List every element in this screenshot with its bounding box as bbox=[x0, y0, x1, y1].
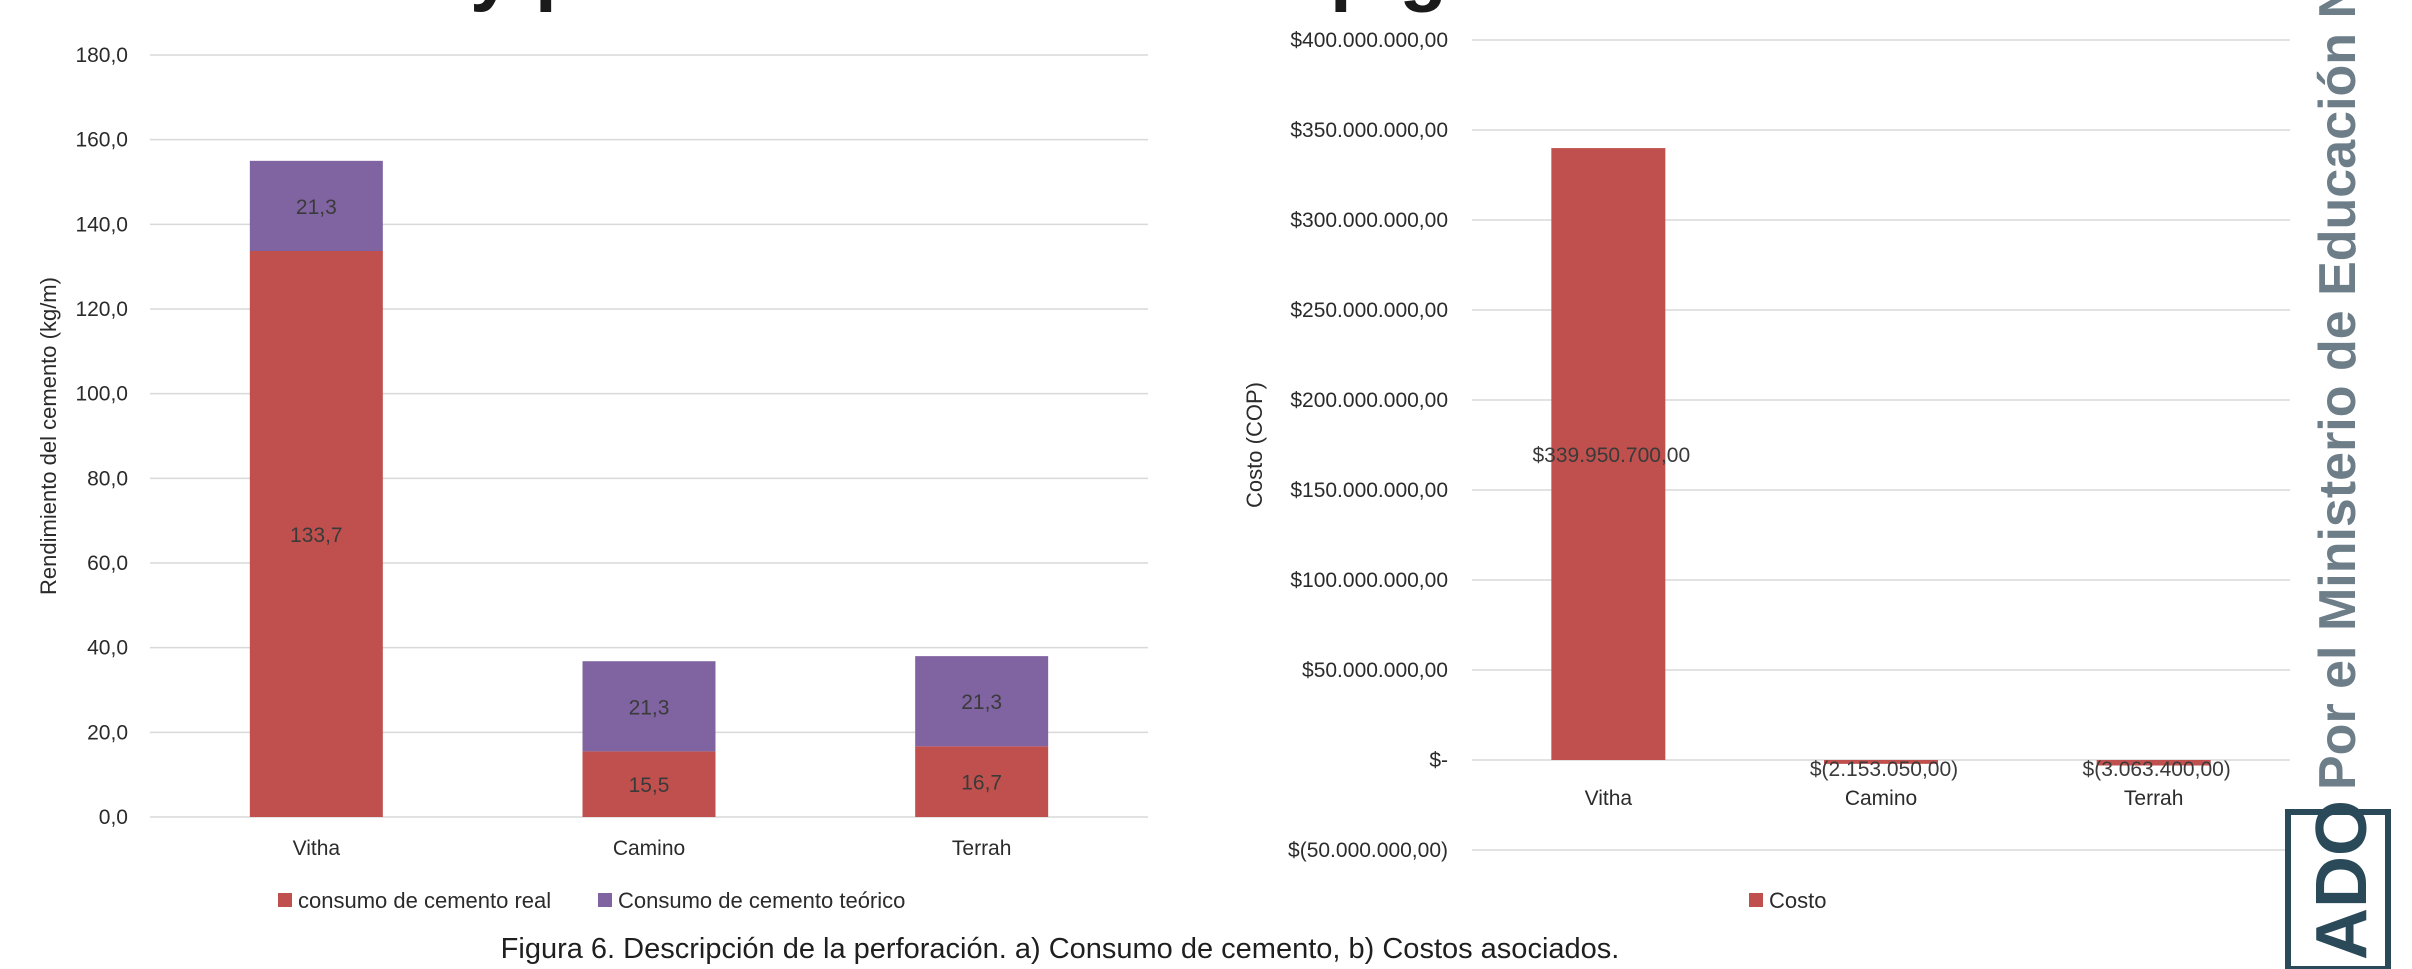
data-label: 15,5 bbox=[629, 774, 670, 797]
bar-segment bbox=[249, 160, 383, 252]
y-tick-label: $- bbox=[1429, 749, 1448, 772]
x-category-label: Vitha bbox=[1585, 787, 1633, 810]
bar bbox=[1824, 760, 1938, 764]
data-label: $(3.063.400,00) bbox=[2083, 758, 2231, 781]
bar-segment bbox=[249, 251, 383, 818]
y-axis-label: Rendimiento del cemento (kg/m) bbox=[36, 277, 61, 595]
y-tick-label: 120,0 bbox=[75, 298, 128, 321]
y-tick-label: $50.000.000,00 bbox=[1302, 659, 1448, 682]
y-tick-label: $350.000.000,00 bbox=[1290, 119, 1448, 142]
y-tick-label: 80,0 bbox=[87, 467, 128, 490]
y-tick-label: 100,0 bbox=[75, 383, 128, 406]
heading-fragment-right: p g bbox=[1330, 0, 1447, 13]
legend-label: Consumo de cemento teórico bbox=[618, 888, 905, 913]
data-label: 16,7 bbox=[961, 772, 1002, 795]
stamp-text: ADO bbox=[2302, 800, 2382, 960]
x-category-label: Terrah bbox=[2124, 787, 2184, 810]
y-tick-label: 160,0 bbox=[75, 129, 128, 152]
data-label: 21,3 bbox=[961, 691, 1002, 714]
x-category-label: Camino bbox=[1845, 787, 1917, 810]
y-tick-label: 180,0 bbox=[75, 44, 128, 67]
y-tick-label: 40,0 bbox=[87, 637, 128, 660]
x-category-label: Vitha bbox=[293, 837, 341, 860]
y-tick-label: $150.000.000,00 bbox=[1290, 479, 1448, 502]
x-category-label: Terrah bbox=[952, 837, 1012, 860]
y-axis-label: Costo (COP) bbox=[1242, 382, 1267, 508]
bar bbox=[1551, 148, 1666, 760]
bar-segment bbox=[915, 656, 1049, 747]
y-tick-label: $400.000.000,00 bbox=[1290, 29, 1448, 52]
cost-chart: $(50.000.000,00) $- $50.000.000,00 $100.000… bbox=[1242, 29, 2290, 913]
bar-segment bbox=[582, 661, 716, 752]
bar-segment bbox=[582, 751, 716, 817]
legend-swatch bbox=[1749, 893, 1763, 907]
y-tick-label: $200.000.000,00 bbox=[1290, 389, 1448, 412]
y-tick-label: $250.000.000,00 bbox=[1290, 299, 1448, 322]
data-label: 21,3 bbox=[629, 696, 670, 719]
legend-swatch bbox=[598, 893, 612, 907]
cement-consumption-chart: 0,0 20,0 40,0 60,0 80,0 100,0 120,0 140,0 160,0 1… bbox=[36, 44, 1148, 913]
legend-label: Costo bbox=[1769, 888, 1826, 913]
heading-fragment-left: y p bbox=[470, 0, 583, 13]
y-tick-label: 60,0 bbox=[87, 552, 128, 575]
legend-label: consumo de cemento real bbox=[298, 888, 551, 913]
x-category-label: Camino bbox=[613, 837, 685, 860]
y-tick-label: $100.000.000,00 bbox=[1290, 569, 1448, 592]
stamp-border bbox=[2285, 809, 2391, 969]
y-tick-label: $300.000.000,00 bbox=[1290, 209, 1448, 232]
bar-segment bbox=[915, 746, 1049, 817]
y-tick-label: 20,0 bbox=[87, 721, 128, 744]
y-tick-label: 0,0 bbox=[99, 806, 128, 829]
watermark-text: Por el Ministerio de Educación Nacion bbox=[2309, 0, 2367, 790]
y-tick-label: $(50.000.000,00) bbox=[1288, 839, 1448, 862]
y-tick-label: 140,0 bbox=[75, 213, 128, 236]
legend-swatch bbox=[278, 893, 292, 907]
data-label: $339.950.700,00 bbox=[1533, 444, 1691, 467]
figure-caption: Figura 6. Descripción de la perforación.… bbox=[501, 933, 1620, 965]
data-label: $(2.153.050,00) bbox=[1810, 758, 1958, 781]
data-label: 21,3 bbox=[296, 196, 337, 219]
bar bbox=[2096, 760, 2211, 766]
data-label: 133,7 bbox=[290, 524, 343, 547]
